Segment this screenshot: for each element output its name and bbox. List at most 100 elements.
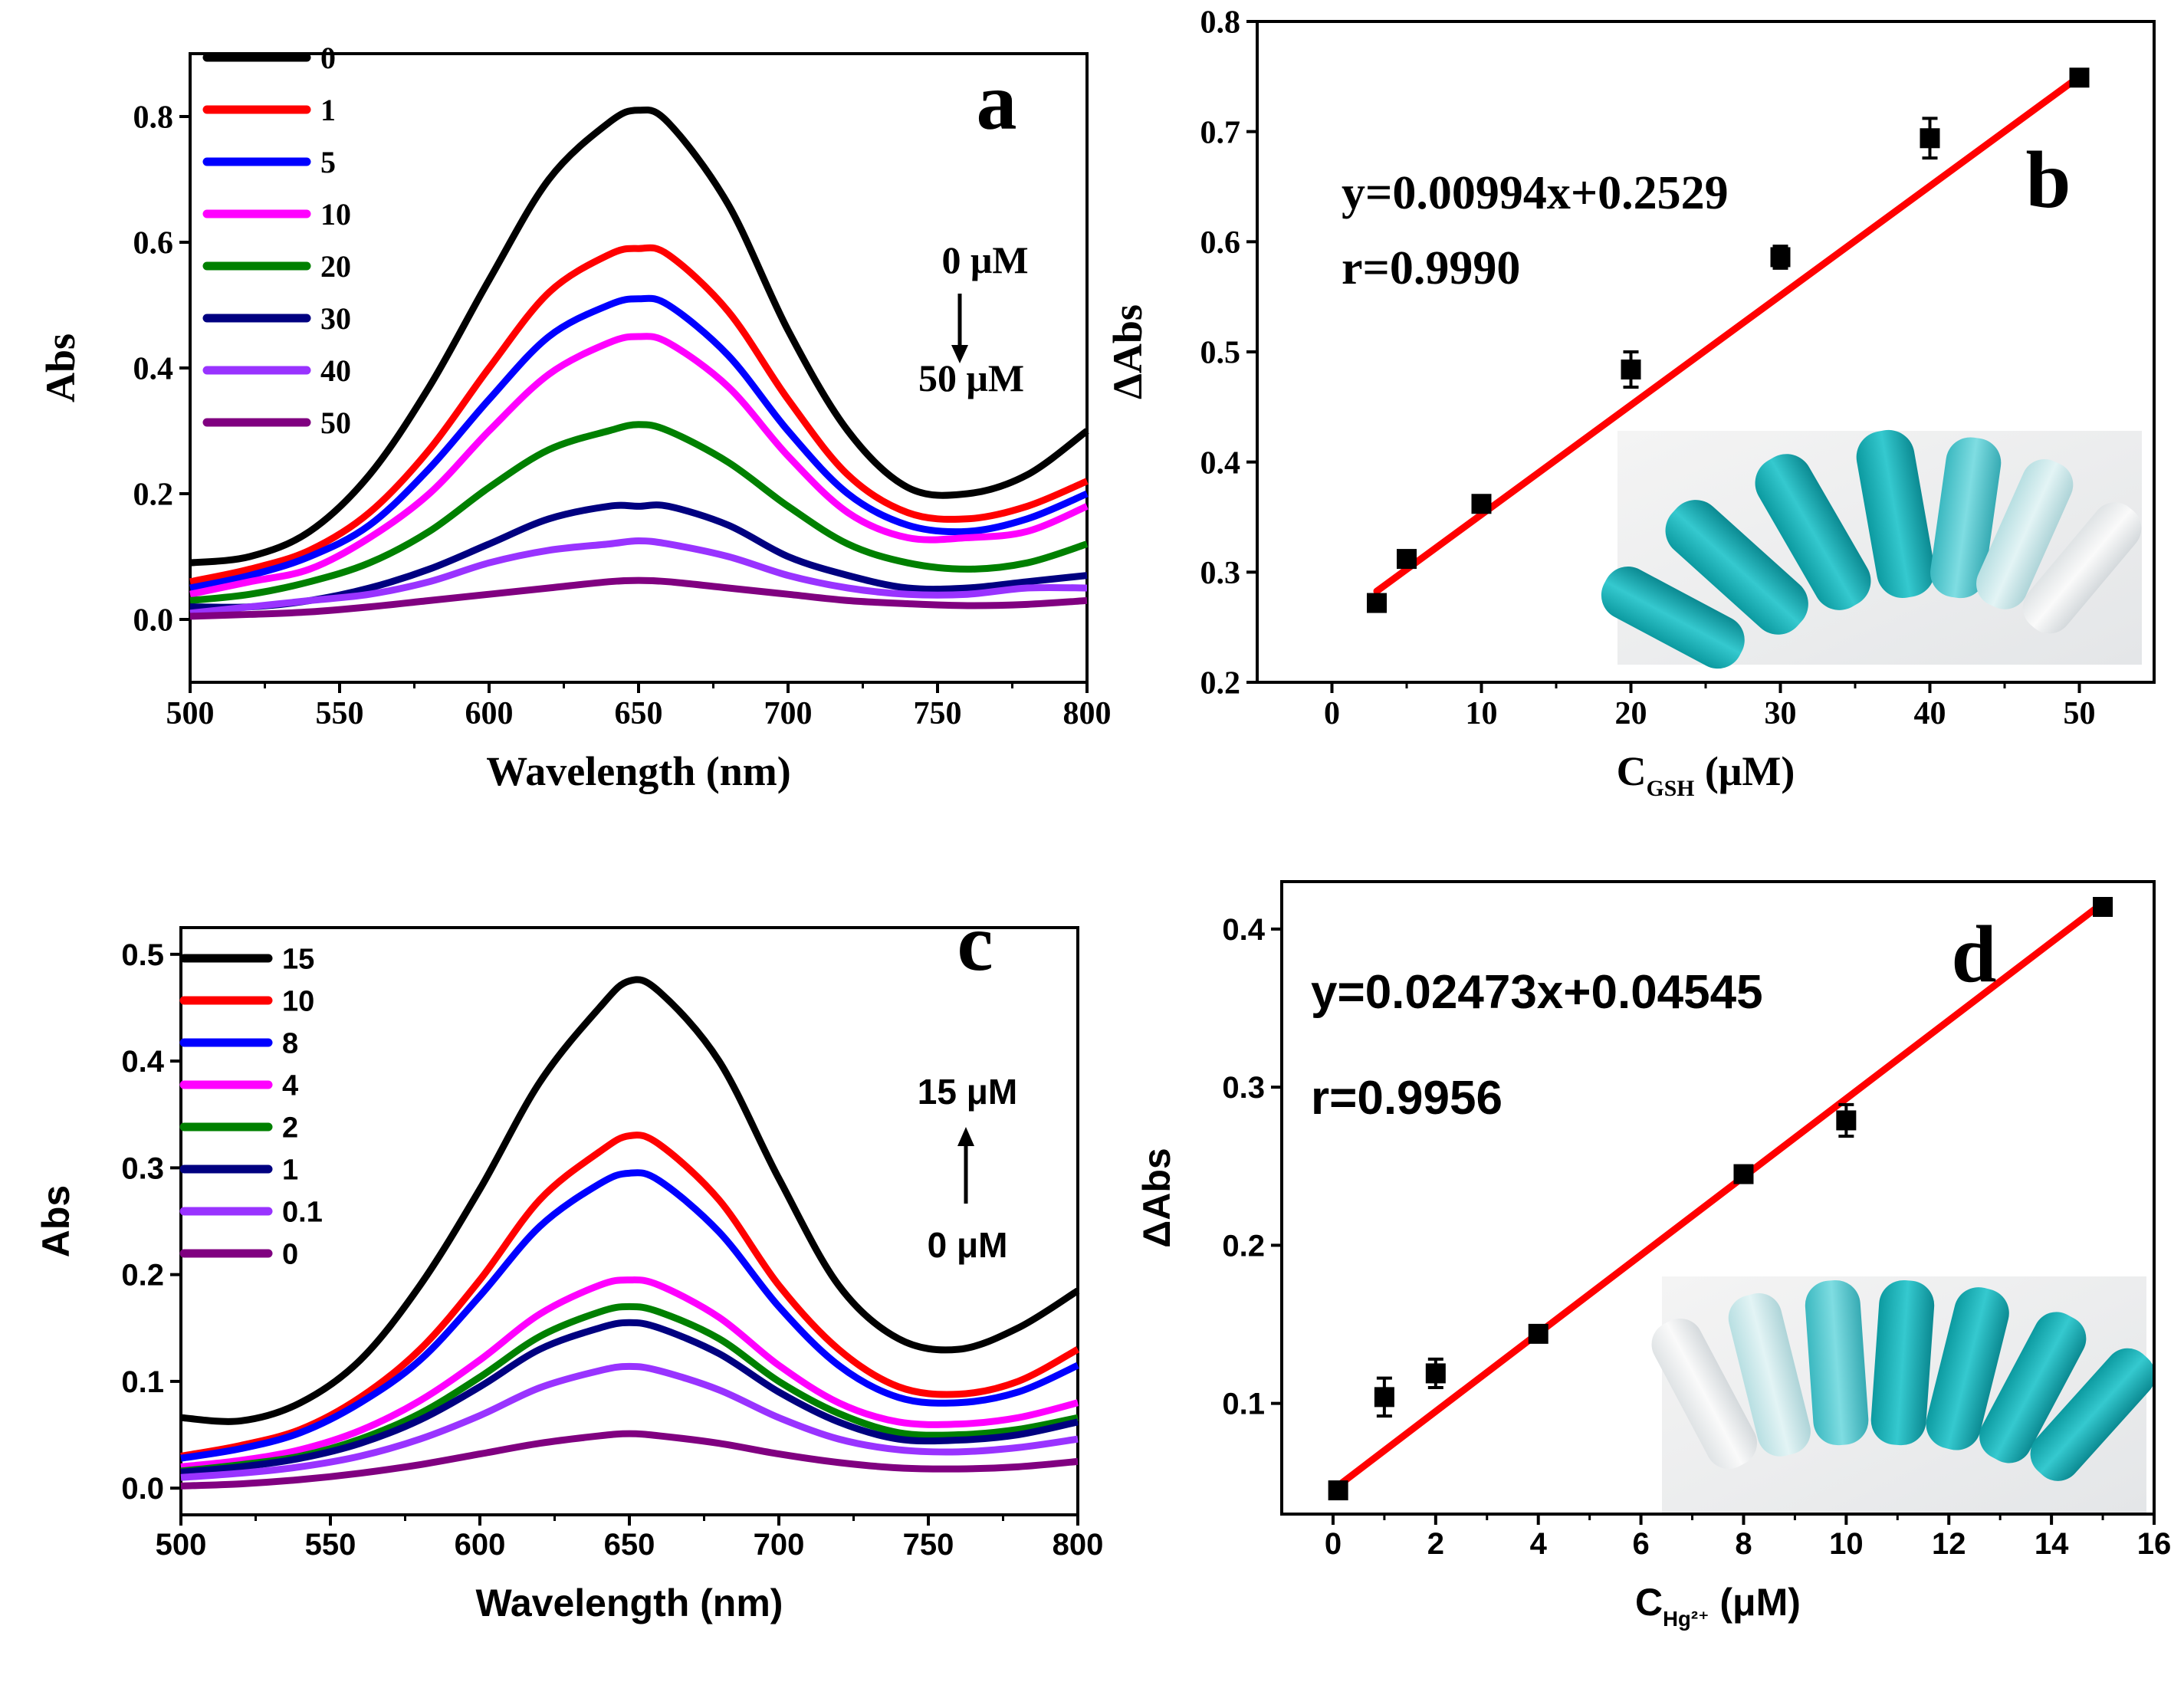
- panel-c-series: [180, 976, 1080, 1490]
- panel-b-yaxis-label: ΔAbs: [1105, 304, 1151, 399]
- panel-c-series-line-8: [180, 1169, 1079, 1462]
- panel-c-series-line-2: [180, 1302, 1079, 1475]
- panel-c: 500 550 600 650 700 750 800 0.0 0.1 0.2 0.3 0.4 0.5 W…: [34, 898, 1103, 1624]
- panel-a-yaxis-label: Abs: [38, 333, 84, 402]
- panel-b-inset-photo: [1601, 429, 2142, 669]
- panel-a-ytick-label: 0.2: [133, 478, 174, 513]
- panel-d-xaxis-label: CHg²⁺ (μM): [1635, 1581, 1801, 1631]
- panel-c-annotation-bottom: 0 μM: [928, 1225, 1008, 1265]
- panel-c-legend-label: 8: [282, 1027, 298, 1059]
- panel-c-legend-label: 4: [282, 1069, 298, 1102]
- panel-a-series-line-40: [189, 537, 1088, 617]
- panel-b-series: [1367, 67, 2090, 613]
- panel-a-xtick-label: 500: [166, 696, 215, 731]
- panel-a-series-line-20: [189, 421, 1089, 604]
- panel-a-xtick-label: 600: [465, 696, 514, 731]
- panel-c-annotation-top: 15 μM: [918, 1072, 1017, 1112]
- panel-b: 0 10 20 30 40 50 0.2 0.3 0.4 0.5 0.6 0.7 0.8 CGSH (μM…: [1105, 5, 2156, 801]
- panel-b-data-point: [1397, 549, 1417, 570]
- panel-b-xaxis-label-main: C: [1617, 748, 1647, 794]
- panel-a-series-line-50: [189, 576, 1088, 620]
- panel-a-xtick-label: 650: [615, 696, 663, 731]
- panel-b-ytick-label: 0.6: [1200, 225, 1241, 261]
- panel-c-legend-label: 0: [282, 1238, 298, 1270]
- panel-d-data-point: [1374, 1387, 1394, 1408]
- panel-b-xaxis-label: CGSH (μM): [1617, 748, 1795, 801]
- panel-c-letter: c: [957, 898, 993, 987]
- panel-a-legend-label: 5: [320, 145, 336, 179]
- panel-d-xtick-label: 2: [1427, 1527, 1444, 1561]
- panel-c-series-line-0: [180, 1430, 1079, 1490]
- panel-c-legend-label: 0.1: [282, 1196, 323, 1228]
- panel-b-r-value: r=0.9990: [1342, 242, 1520, 294]
- panel-d-letter: d: [1952, 909, 1997, 999]
- panel-d-data-point: [1425, 1363, 1446, 1384]
- panel-b-ytick-label: 0.5: [1200, 336, 1241, 371]
- panel-a-legend-label: 30: [320, 301, 351, 336]
- panel-c-ytick-label: 0.4: [121, 1045, 164, 1079]
- panel-b-letter: b: [2026, 135, 2071, 225]
- panel-c-series-line-0.1: [180, 1362, 1079, 1481]
- panel-c-legend-label: 10: [282, 985, 314, 1017]
- panel-d-fit-line: [1335, 899, 2107, 1490]
- panel-d-xaxis-label-unit: (μM): [1709, 1581, 1801, 1624]
- panel-d-plot-frame: [1280, 880, 2156, 1516]
- panel-b-ytick-label: 0.3: [1200, 556, 1241, 591]
- panel-a-ytick-label: 0.8: [133, 100, 174, 136]
- panel-a-legend-label: 20: [320, 249, 351, 284]
- panel-c-xtick-label: 650: [604, 1528, 655, 1562]
- panel-a-series-line-10: [189, 333, 1089, 598]
- panel-d-data-point: [1528, 1323, 1549, 1344]
- panel-a-legend-label: 1: [320, 93, 336, 127]
- panel-a-xtick-label: 700: [764, 696, 813, 731]
- panel-d-xaxis-label-main: C: [1635, 1581, 1663, 1624]
- panel-d-yaxis-label: ΔAbs: [1135, 1148, 1178, 1247]
- panel-a-legend: 0 1 5 10 20 30 40 50: [202, 41, 351, 440]
- panel-c-legend-label: 2: [282, 1112, 298, 1144]
- panel-b-data-point: [1367, 593, 1387, 613]
- panel-b-data-point: [2069, 67, 2090, 88]
- panel-a-xtick-label: 750: [914, 696, 962, 731]
- panel-a-legend-label: 40: [320, 353, 351, 388]
- panel-a-axes: 500 550 600 650 700 750 8000.00.20.40.60.8Wave…: [38, 52, 1112, 794]
- panel-d-equation: y=0.02473x+0.04545: [1311, 966, 1763, 1019]
- panel-b-data-point: [1471, 494, 1492, 514]
- panel-c-series-line-1: [180, 1319, 1079, 1476]
- panel-d-data-point: [1328, 1480, 1348, 1501]
- panel-d-xtick-label: 14: [2035, 1527, 2069, 1561]
- panel-b-xtick-label: 20: [1615, 696, 1647, 731]
- panel-d-xtick-label: 12: [1932, 1527, 1966, 1561]
- panel-c-series-line-10: [180, 1132, 1080, 1460]
- panel-d-ytick-label: 0.4: [1222, 913, 1265, 947]
- panel-c-ytick-label: 0.1: [121, 1365, 164, 1399]
- panel-a-xaxis-label: Wavelength (nm): [486, 748, 791, 794]
- panel-b-xaxis-label-sub: GSH: [1647, 777, 1695, 801]
- panel-b-xtick-label: 50: [2064, 696, 2096, 731]
- panel-b-ytick-label: 0.7: [1200, 115, 1241, 150]
- panel-a-series-line-5: [189, 294, 1089, 592]
- panel-a-series-line-0: [189, 106, 1089, 567]
- panel-d-inset-photo: [1651, 1276, 2156, 1514]
- panel-c-xtick-label: 500: [156, 1528, 207, 1562]
- panel-a-xtick-label: 550: [316, 696, 364, 731]
- panel-c-legend-label: 15: [282, 943, 314, 975]
- panel-d-xaxis-label-sub: Hg²⁺: [1663, 1607, 1709, 1631]
- panel-b-fit-line: [1373, 73, 2083, 595]
- panel-d-data-point: [1733, 1164, 1754, 1184]
- panel-b-data-point: [1770, 247, 1791, 268]
- panel-c-xtick-label: 550: [305, 1528, 356, 1562]
- panel-c-xtick-label: 700: [754, 1528, 805, 1562]
- panel-c-xtick-label: 600: [455, 1528, 506, 1562]
- panel-a-series-line-1: [189, 244, 1089, 586]
- panel-c-series-line-15: [180, 976, 1080, 1425]
- panel-b-data-point: [1920, 128, 1940, 149]
- panel-c-yaxis-label: Abs: [34, 1185, 77, 1257]
- panel-c-arrow-up: [957, 1127, 974, 1204]
- panel-c-ytick-label: 0.0: [121, 1472, 164, 1506]
- panel-d-ytick-label: 0.2: [1222, 1229, 1265, 1263]
- panel-a-xtick-label: 800: [1063, 696, 1112, 731]
- panel-d-ytick-label: 0.1: [1222, 1388, 1265, 1421]
- panel-b-ytick-label: 0.2: [1200, 666, 1241, 701]
